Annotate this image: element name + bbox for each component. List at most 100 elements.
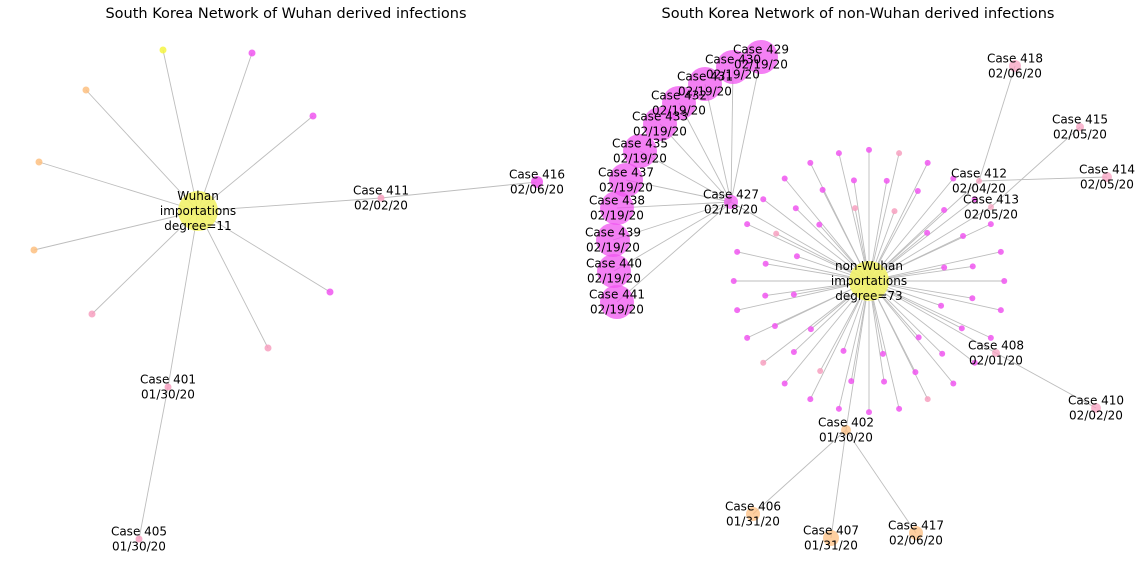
node-ring-57 bbox=[891, 208, 898, 215]
node-case441 bbox=[600, 285, 634, 319]
edge-hub-yellow-top bbox=[162, 49, 199, 212]
node-ring-50 bbox=[879, 350, 886, 357]
node-case412 bbox=[976, 178, 982, 184]
node-ring-32 bbox=[881, 378, 888, 385]
label-case401: Case 401 01/30/20 bbox=[140, 373, 196, 402]
label-case408: Case 408 02/01/20 bbox=[968, 339, 1024, 368]
node-ring-21 bbox=[866, 146, 872, 153]
node-case406 bbox=[746, 507, 760, 521]
node-case429 bbox=[744, 40, 778, 74]
node-case438 bbox=[600, 191, 634, 225]
node-ring-10 bbox=[781, 380, 788, 387]
label-case402: Case 402 01/30/20 bbox=[818, 416, 874, 445]
edge-case411-case416 bbox=[380, 181, 538, 199]
node-ring-11 bbox=[760, 359, 767, 366]
label-case429: Case 429 02/19/20 bbox=[733, 43, 789, 72]
edge-case427-case439 bbox=[612, 201, 732, 241]
node-ring-36 bbox=[771, 322, 778, 329]
node-case402 bbox=[841, 425, 851, 435]
node-ring-14 bbox=[730, 278, 737, 284]
label-case437: Case 437 02/19/20 bbox=[598, 166, 654, 195]
node-magenta-1 bbox=[248, 49, 256, 57]
node-pink-2 bbox=[264, 344, 272, 352]
node-ring-8 bbox=[835, 405, 842, 412]
hub-label-wuhan: Wuhan importations degree=11 bbox=[160, 189, 236, 233]
node-ring-5 bbox=[924, 396, 931, 403]
edge-case427-case431 bbox=[704, 83, 732, 203]
edge-hub-case408 bbox=[868, 280, 997, 354]
edge-hub-ring-16 bbox=[746, 223, 870, 282]
node-ring-42 bbox=[850, 177, 857, 184]
node-orange-1 bbox=[82, 86, 90, 94]
edge-hub-ring-9 bbox=[809, 280, 870, 400]
edge-case427-case430 bbox=[730, 66, 734, 203]
edge-hub-pink-2 bbox=[197, 210, 269, 349]
node-case408 bbox=[992, 349, 1000, 357]
edge-hub-ring-4 bbox=[868, 280, 954, 384]
edge-hub-ring-3 bbox=[868, 280, 976, 364]
node-ring-55 bbox=[816, 221, 823, 228]
label-case412: Case 412 02/04/20 bbox=[951, 167, 1007, 196]
node-wuhan-hub bbox=[178, 191, 218, 231]
edge-hub-ring-22 bbox=[868, 153, 900, 282]
edge-case401-case405 bbox=[138, 386, 169, 540]
label-case410: Case 410 02/02/20 bbox=[1068, 394, 1124, 423]
node-ring-44 bbox=[914, 188, 921, 195]
edge-hub-ring-15 bbox=[737, 251, 870, 282]
node-ring-40 bbox=[792, 205, 799, 212]
node-ring-1 bbox=[997, 307, 1004, 314]
node-case431 bbox=[688, 67, 722, 101]
node-case437 bbox=[609, 163, 643, 197]
node-ring-4 bbox=[950, 380, 957, 387]
label-case411: Case 411 02/02/20 bbox=[353, 184, 409, 213]
node-case414 bbox=[1102, 172, 1112, 182]
label-case415: Case 415 02/05/20 bbox=[1052, 113, 1108, 142]
node-case416 bbox=[531, 176, 543, 188]
node-orange-2 bbox=[35, 158, 43, 166]
node-ring-0 bbox=[1001, 278, 1008, 284]
node-case407 bbox=[823, 530, 839, 546]
label-case405: Case 405 01/30/20 bbox=[111, 525, 167, 554]
edge-case427-case440 bbox=[613, 201, 732, 272]
node-ring-22 bbox=[896, 150, 903, 157]
edge-hub-ring-27 bbox=[868, 251, 1001, 282]
node-ring-6 bbox=[896, 405, 903, 412]
edge-case427-case438 bbox=[616, 201, 732, 209]
node-magenta-3 bbox=[326, 288, 334, 296]
edge-hub-ring-1 bbox=[868, 280, 1001, 311]
label-case417: Case 417 02/06/20 bbox=[888, 519, 944, 548]
edge-hub-magenta-3 bbox=[197, 210, 331, 293]
node-ring-2 bbox=[987, 334, 994, 341]
label-case406: Case 406 01/31/20 bbox=[725, 500, 781, 529]
node-ring-43 bbox=[883, 177, 890, 184]
node-ring-20 bbox=[835, 150, 842, 157]
node-ring-41 bbox=[819, 186, 826, 193]
label-case427: Case 427 02/18/20 bbox=[703, 188, 759, 217]
node-case410 bbox=[1091, 403, 1101, 413]
label-case440: Case 440 02/19/20 bbox=[586, 257, 642, 286]
edge-hub-case427 bbox=[730, 201, 870, 282]
edge-hub-ring-10 bbox=[784, 280, 870, 384]
node-ring-48 bbox=[938, 302, 945, 309]
node-ring-31 bbox=[912, 369, 919, 376]
node-ring-9 bbox=[807, 396, 814, 403]
node-ring-19 bbox=[807, 159, 814, 166]
node-ring-39 bbox=[773, 230, 780, 237]
label-case435: Case 435 02/19/20 bbox=[612, 137, 668, 166]
edge-case402-case407 bbox=[830, 429, 847, 539]
edge-case427-case429 bbox=[730, 56, 762, 203]
node-ring-37 bbox=[762, 292, 769, 299]
node-ring-7 bbox=[866, 409, 872, 416]
node-nonwuhan-hub bbox=[849, 261, 889, 301]
node-case417 bbox=[909, 526, 923, 540]
label-case432: Case 432 02/19/20 bbox=[651, 89, 707, 118]
label-case418: Case 418 02/06/20 bbox=[987, 52, 1043, 81]
edge-hub-orange-2 bbox=[38, 161, 199, 212]
edge-hub-ring-18 bbox=[784, 178, 870, 282]
node-pink-1 bbox=[88, 310, 96, 318]
node-ring-18 bbox=[781, 175, 788, 182]
label-case414: Case 414 02/05/20 bbox=[1079, 163, 1135, 192]
edge-hub-case411 bbox=[197, 197, 382, 212]
hub-label-nonwuhan: non-Wuhan importations degree=73 bbox=[831, 259, 907, 303]
edge-case427-case432 bbox=[678, 102, 732, 203]
